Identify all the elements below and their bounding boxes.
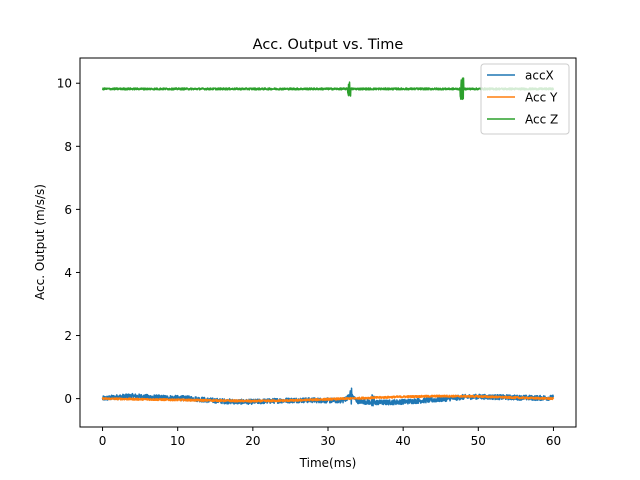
x-axis: 0 10 20 30 40 50 60 [99, 427, 561, 448]
x-tick-label: 30 [320, 434, 335, 448]
legend-label: Acc Y [525, 91, 558, 105]
plot-lines [101, 77, 555, 407]
legend-label: Acc Z [525, 113, 558, 127]
x-tick-label: 50 [471, 434, 486, 448]
legend: accX Acc Y Acc Z [480, 63, 570, 135]
chart-title: Acc. Output vs. Time [253, 37, 404, 53]
x-axis-title: Time(ms) [299, 456, 357, 470]
x-tick-label: 20 [245, 434, 260, 448]
y-tick-label: 6 [64, 203, 72, 217]
y-axis-title: Acc. Output (m/s/s) [33, 184, 47, 300]
y-tick-label: 8 [64, 140, 72, 154]
series-line [101, 77, 555, 101]
y-axis: 0 2 4 6 8 10 [57, 77, 80, 406]
y-tick-label: 0 [64, 392, 72, 406]
y-tick-label: 10 [57, 77, 72, 91]
y-tick-label: 2 [64, 329, 72, 343]
x-tick-label: 10 [170, 434, 185, 448]
legend-label: accX [525, 69, 554, 83]
x-tick-label: 40 [396, 434, 411, 448]
series-line [101, 394, 555, 403]
x-tick-label: 0 [99, 434, 107, 448]
legend-box [480, 63, 570, 135]
x-tick-label: 60 [546, 434, 561, 448]
y-tick-label: 4 [64, 266, 72, 280]
